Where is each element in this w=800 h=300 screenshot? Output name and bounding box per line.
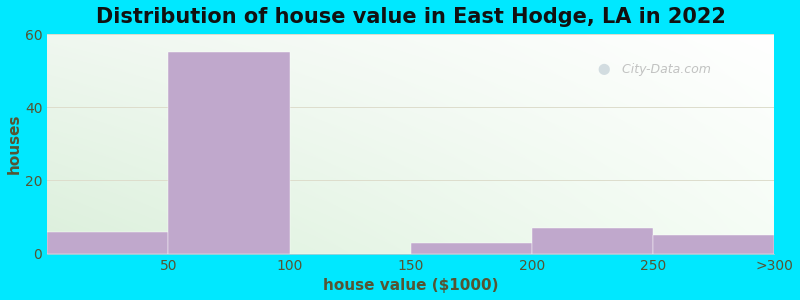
Bar [168, 52, 290, 253]
Title: Distribution of house value in East Hodge, LA in 2022: Distribution of house value in East Hodg… [96, 7, 726, 27]
Bar [410, 243, 532, 254]
Bar [532, 228, 653, 254]
Bar [653, 235, 774, 254]
X-axis label: house value ($1000): house value ($1000) [323, 278, 498, 293]
Text: ⬤: ⬤ [597, 64, 610, 75]
Text: City-Data.com: City-Data.com [614, 63, 711, 76]
Bar [47, 232, 168, 253]
Y-axis label: houses: houses [7, 114, 22, 174]
